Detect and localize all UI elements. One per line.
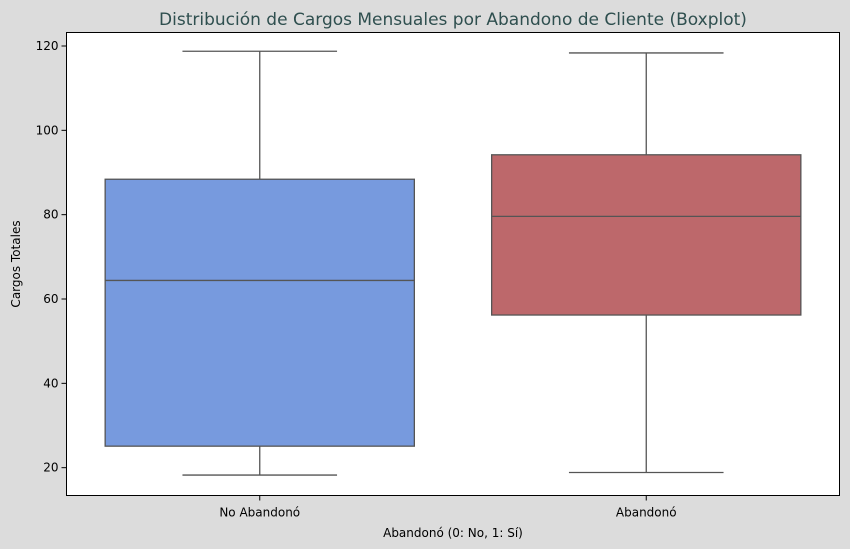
y-tick-label: 120 [36,39,59,53]
x-tick-label: Abandonó [616,506,677,520]
y-tick-label: 100 [36,123,59,137]
box-group-0 [104,50,416,476]
y-tick-label: 80 [43,208,58,222]
x-tick-label: No Abandonó [219,506,300,520]
y-tick-label: 20 [43,461,58,475]
boxes-layer [104,50,802,476]
y-tick-label: 40 [43,376,58,390]
x-axis: No Abandonó Abandonó [219,495,677,520]
y-tick-label: 60 [43,292,58,306]
x-axis-label: Abandonó (0: No, 1: Sí) [383,526,523,540]
iqr-box [490,154,802,316]
box-group-1 [490,52,802,474]
y-axis: 20 40 60 80 100 120 [36,39,67,475]
chart-title: Distribución de Cargos Mensuales por Aba… [159,10,747,30]
iqr-box [104,178,416,447]
y-axis-label: Cargos Totales [9,220,23,307]
